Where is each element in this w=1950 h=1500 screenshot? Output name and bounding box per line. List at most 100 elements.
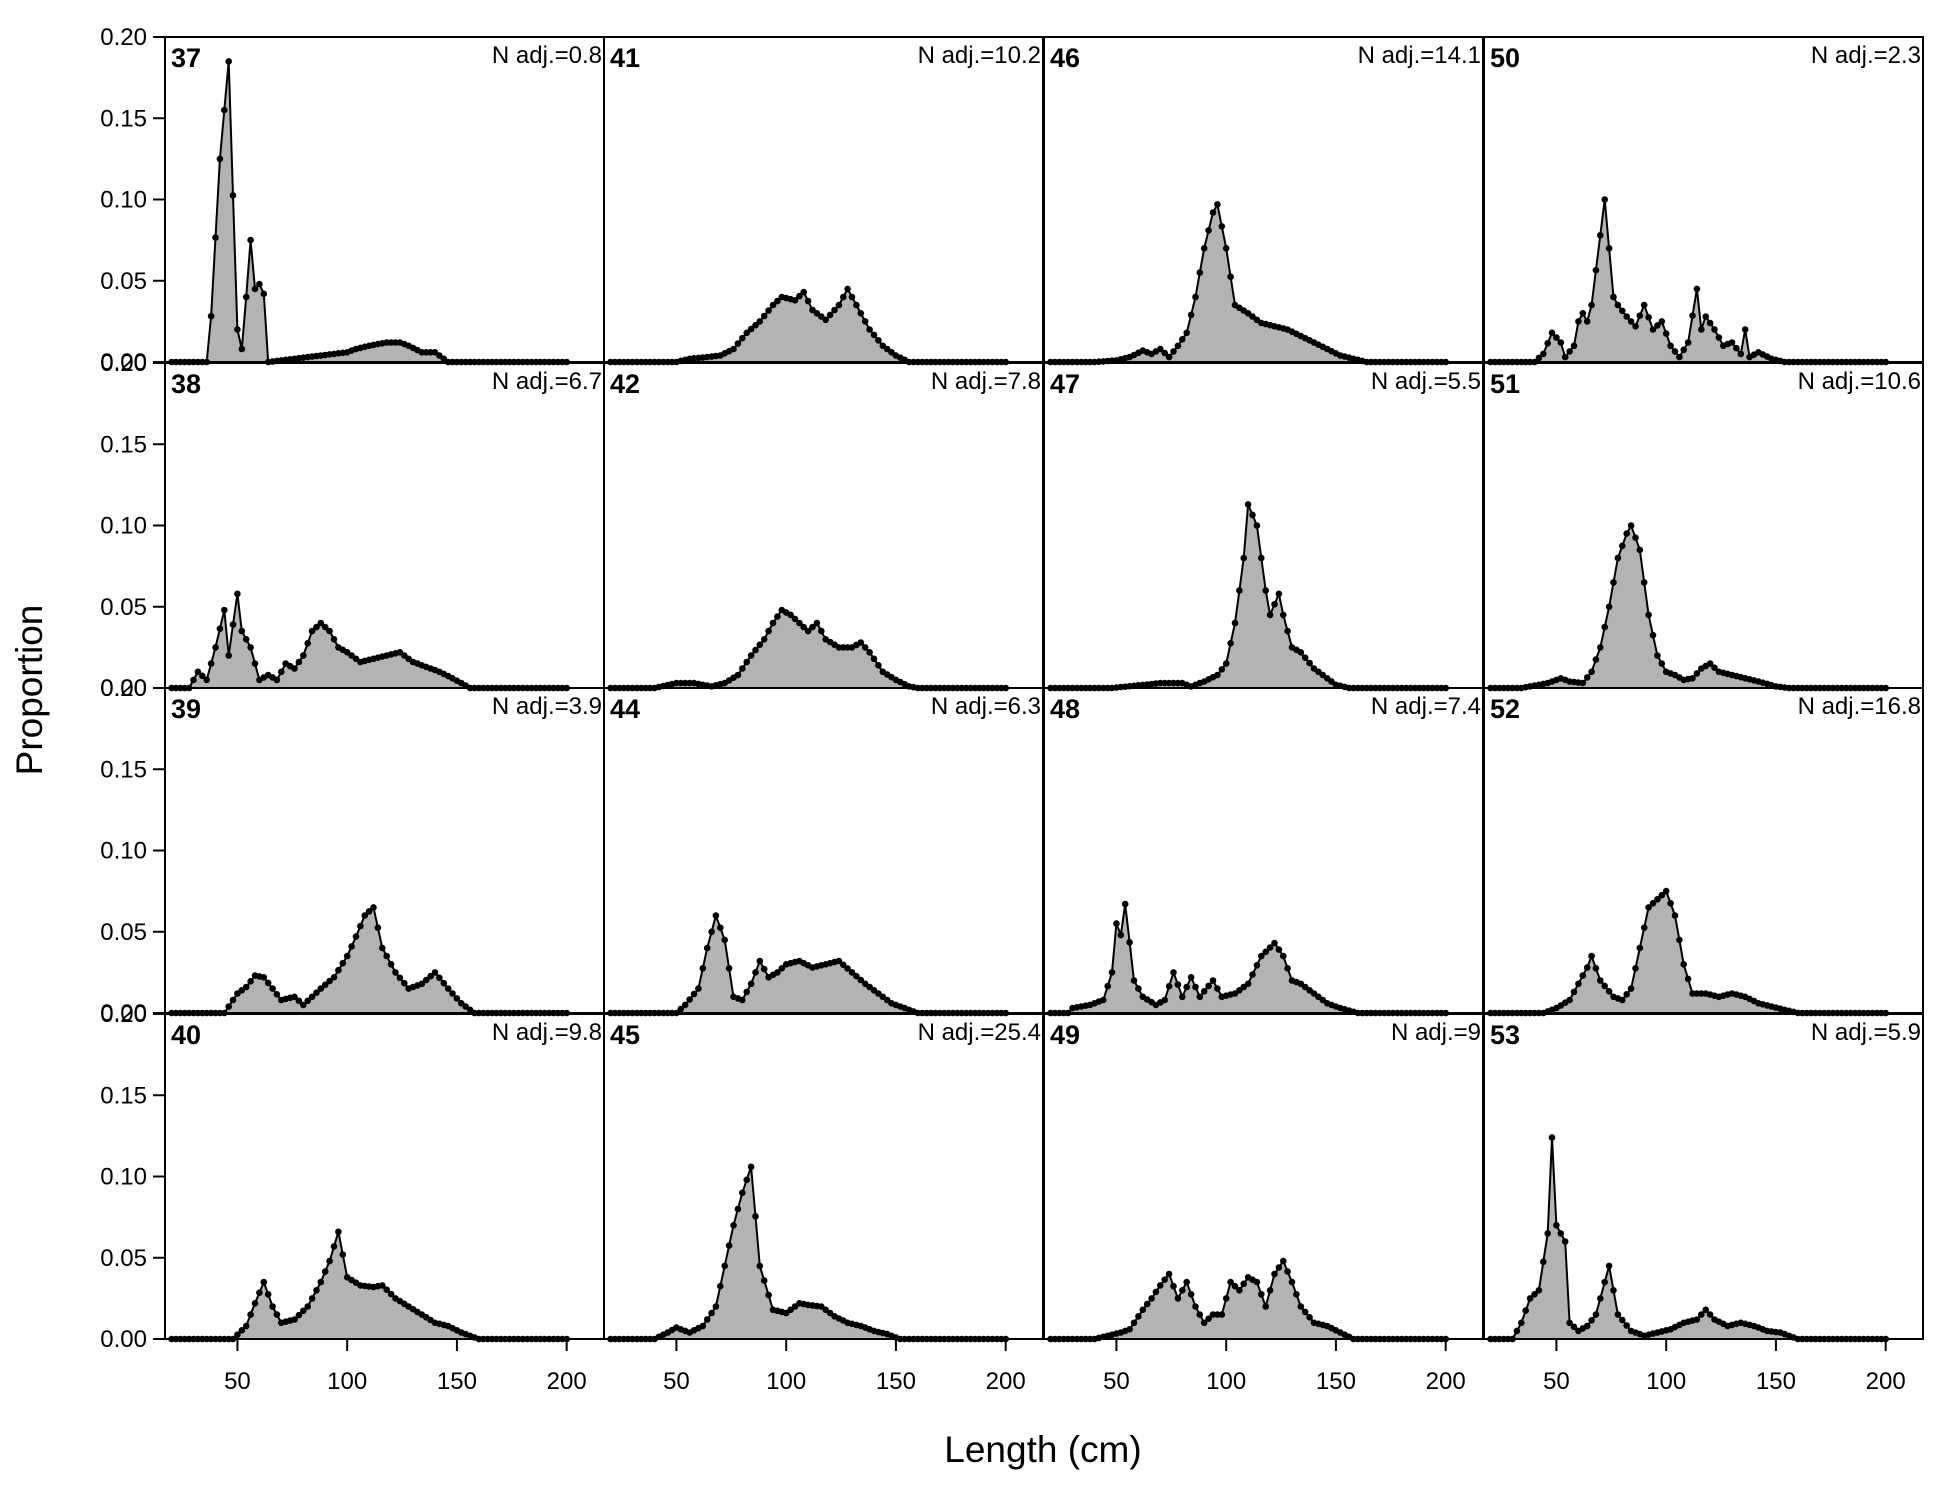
data-point bbox=[212, 234, 219, 241]
panel-frame bbox=[1483, 362, 1924, 689]
x-tick-label: 100 bbox=[1206, 1368, 1246, 1395]
data-point bbox=[853, 301, 860, 309]
data-point bbox=[1174, 342, 1182, 350]
data-point bbox=[734, 340, 742, 347]
data-point bbox=[1244, 980, 1252, 988]
panel-45: 45 N adj.=25.4 bbox=[603, 1013, 1044, 1343]
data-point bbox=[1280, 952, 1287, 960]
data-point bbox=[269, 1303, 276, 1310]
data-point bbox=[1179, 336, 1186, 343]
data-point bbox=[725, 1242, 733, 1249]
data-point bbox=[1522, 1307, 1529, 1314]
data-point bbox=[1601, 196, 1608, 203]
data-point bbox=[1293, 1291, 1300, 1298]
data-point bbox=[1588, 1317, 1595, 1324]
data-point bbox=[1253, 522, 1261, 529]
data-point bbox=[1218, 223, 1226, 230]
y-tick-label: 0.10 bbox=[100, 838, 147, 865]
data-point bbox=[365, 908, 373, 915]
panel-48: 48 N adj.=7.4 bbox=[1043, 687, 1484, 1017]
data-point bbox=[1130, 977, 1138, 984]
data-point bbox=[1544, 1230, 1551, 1237]
area-fill bbox=[610, 1166, 1006, 1339]
data-point bbox=[1605, 988, 1613, 995]
data-point bbox=[1733, 344, 1740, 352]
data-point bbox=[1209, 209, 1217, 216]
data-point bbox=[422, 976, 430, 984]
area-fill bbox=[1490, 1137, 1886, 1339]
data-point bbox=[822, 316, 829, 324]
data-point bbox=[747, 980, 755, 988]
data-point bbox=[1566, 348, 1573, 355]
area-fill bbox=[1490, 525, 1886, 688]
data-point bbox=[1649, 631, 1657, 639]
data-point bbox=[1161, 349, 1168, 357]
data-point bbox=[1561, 353, 1569, 361]
data-point bbox=[1262, 1303, 1269, 1310]
data-point bbox=[212, 644, 219, 651]
panel-49: 49 N adj.=9 bbox=[1043, 1013, 1484, 1343]
data-point bbox=[1548, 1134, 1556, 1141]
panel-50: 50 N adj.=2.3 bbox=[1483, 36, 1924, 366]
data-point bbox=[1667, 900, 1674, 907]
data-point bbox=[1741, 326, 1749, 333]
data-point bbox=[379, 1282, 386, 1289]
panel-41: 41 N adj.=10.2 bbox=[603, 36, 1044, 366]
data-point bbox=[1117, 931, 1125, 939]
data-point bbox=[1566, 1319, 1573, 1327]
data-point bbox=[1623, 991, 1630, 998]
panel-frame bbox=[1483, 36, 1924, 363]
data-point bbox=[216, 625, 224, 632]
data-point bbox=[361, 912, 369, 919]
data-point bbox=[234, 326, 241, 333]
y-tick-label: 0.05 bbox=[100, 594, 147, 621]
data-point bbox=[1165, 1270, 1173, 1278]
data-point bbox=[739, 665, 746, 672]
area-fill bbox=[610, 610, 1006, 688]
data-point bbox=[260, 1278, 268, 1286]
data-point bbox=[739, 996, 746, 1004]
data-point bbox=[1301, 1308, 1309, 1316]
data-point bbox=[1306, 1314, 1313, 1321]
data-point bbox=[875, 337, 882, 344]
data-point bbox=[453, 995, 461, 1002]
data-point bbox=[1658, 660, 1666, 667]
data-point bbox=[260, 974, 268, 981]
data-point bbox=[708, 1309, 715, 1317]
data-point bbox=[760, 636, 768, 643]
data-point bbox=[1583, 964, 1591, 971]
n-adj-label: N adj.=25.4 bbox=[918, 1019, 1041, 1046]
x-tick-label: 200 bbox=[1426, 1368, 1466, 1395]
data-point bbox=[1139, 1306, 1147, 1314]
data-point bbox=[804, 627, 812, 635]
data-point bbox=[1654, 652, 1661, 659]
panel-39: 39 N adj.=3.9 bbox=[164, 687, 605, 1017]
data-point bbox=[194, 668, 202, 676]
data-point bbox=[1174, 1295, 1182, 1302]
data-point bbox=[1222, 660, 1230, 667]
x-tick-label: 150 bbox=[1756, 1368, 1796, 1395]
data-point bbox=[242, 1322, 250, 1330]
data-point bbox=[1165, 982, 1173, 990]
data-point bbox=[326, 977, 333, 985]
data-point bbox=[256, 280, 263, 288]
x-tick-label: 200 bbox=[986, 1368, 1026, 1395]
data-point bbox=[1258, 1291, 1265, 1298]
data-point bbox=[264, 979, 272, 987]
data-point bbox=[330, 974, 338, 981]
data-point bbox=[370, 904, 377, 911]
data-point bbox=[1575, 980, 1582, 988]
data-point bbox=[861, 644, 869, 651]
data-point bbox=[1231, 1282, 1239, 1290]
y-tick-label: 0.15 bbox=[100, 1082, 147, 1109]
data-point bbox=[1222, 1295, 1230, 1302]
data-point bbox=[1684, 975, 1692, 983]
data-point bbox=[225, 1003, 232, 1010]
data-point bbox=[1627, 522, 1635, 529]
data-point bbox=[747, 325, 755, 333]
data-point bbox=[717, 1282, 724, 1290]
data-point bbox=[760, 1277, 768, 1284]
data-point bbox=[699, 965, 707, 972]
data-point bbox=[1601, 1278, 1608, 1286]
data-point bbox=[343, 952, 351, 960]
